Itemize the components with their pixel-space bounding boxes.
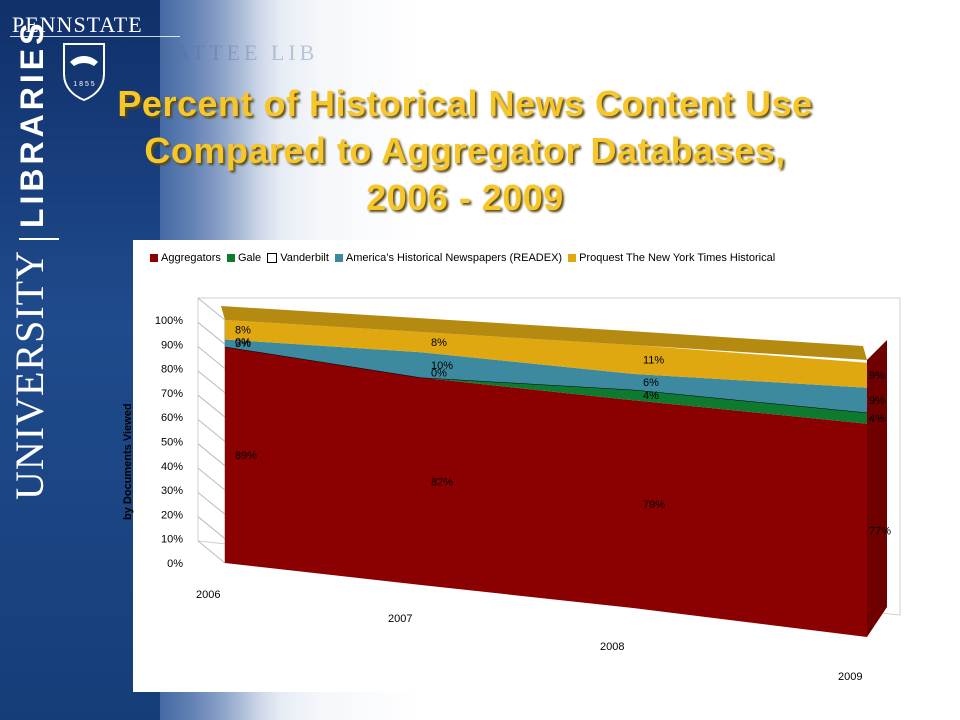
area-top-depth: [221, 306, 867, 360]
data-label: 82%: [431, 476, 453, 488]
y-axis-label: by Documents Viewed: [122, 403, 134, 520]
y-tick-label: 60%: [161, 412, 183, 424]
y-tick-mark: [197, 394, 226, 418]
y-tick-mark: [197, 467, 226, 491]
area-side-depth: [867, 340, 887, 637]
y-tick-label: 70%: [161, 388, 183, 400]
legend-swatch: [334, 254, 343, 262]
x-tick-label: 2007: [388, 613, 412, 625]
y-tick-label: 0%: [167, 558, 183, 570]
pennstate-logo-text: PENNSTATE: [12, 12, 143, 37]
data-label: 10%: [431, 360, 453, 372]
y-tick-mark: [197, 419, 226, 442]
legend-item: America’s Historical Newspapers (READEX): [334, 252, 563, 264]
legend-swatch: [267, 253, 278, 263]
y-tick-label: 50%: [161, 437, 183, 449]
data-label: 4%: [869, 413, 885, 425]
y-tick-mark: [197, 540, 226, 564]
y-tick-label: 100%: [155, 315, 183, 327]
y-tick-mark: [197, 516, 226, 540]
legend-item: Gale: [226, 252, 262, 264]
data-label: 6%: [643, 377, 659, 389]
area-series-1: [225, 346, 867, 424]
y-tick-label: 20%: [161, 509, 183, 521]
legend-label: Proquest The New York Times Historical: [579, 252, 776, 264]
x-tick-label: 2009: [838, 671, 862, 683]
y-tick-label: 10%: [161, 534, 183, 546]
legend-item: Proquest The New York Times Historical: [568, 252, 775, 264]
data-label: 9%: [869, 370, 885, 382]
y-tick-label: 40%: [161, 461, 183, 473]
y-tick-mark: [197, 297, 226, 321]
legend-label: America’s Historical Newspapers (READEX): [345, 252, 563, 264]
legend-item: Aggregators: [150, 252, 221, 264]
data-label: 89%: [235, 450, 257, 462]
slide-title: Percent of Historical News Content Use C…: [117, 83, 813, 218]
y-tick-mark: [197, 443, 226, 467]
area-series-0: [225, 346, 867, 637]
data-label: 9%: [869, 395, 885, 407]
legend-label: Aggregators: [161, 252, 221, 264]
data-label: 77%: [869, 525, 891, 537]
data-label: 4%: [643, 390, 659, 402]
x-tick-label: 2008: [600, 641, 624, 653]
building-watermark: PATTEE LIB: [160, 40, 319, 65]
shield-icon: 1 8 5 5: [63, 43, 105, 102]
legend-swatch: [150, 254, 158, 262]
legend-label: Vanderbilt: [280, 252, 329, 264]
chart-legend: Aggregators Gale Vanderbilt America’s Histo…: [150, 252, 775, 264]
area-series-3: [225, 339, 867, 413]
data-label: 79%: [643, 499, 665, 511]
y-tick-label: 90%: [161, 339, 183, 351]
legend-item: Vanderbilt: [267, 252, 329, 264]
legend-swatch: [568, 254, 577, 262]
shield-year: 1 8 5 5: [73, 81, 95, 88]
data-label: 0%: [235, 337, 251, 349]
data-label: 8%: [235, 325, 251, 337]
data-label: 11%: [643, 354, 664, 366]
y-tick-mark: [197, 346, 226, 369]
y-tick-label: 30%: [161, 485, 183, 497]
data-label: 8%: [431, 337, 447, 349]
x-tick-label: 2006: [196, 589, 220, 601]
y-tick-mark: [197, 321, 226, 345]
y-tick-mark: [197, 492, 226, 515]
area-series-4: [225, 320, 867, 388]
legend-swatch: [226, 254, 235, 262]
y-tick-mark: [197, 370, 226, 394]
legend-label: Gale: [237, 252, 262, 264]
header-rule: [10, 36, 180, 37]
data-label: 0%: [431, 368, 447, 380]
y-tick-label: 80%: [161, 364, 183, 376]
data-label: 3%: [235, 338, 251, 350]
